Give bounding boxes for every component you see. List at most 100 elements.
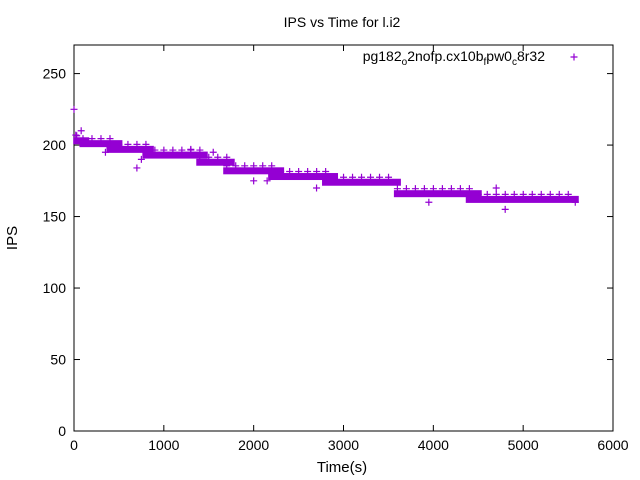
data-point	[223, 162, 231, 170]
y-tick-label: 50	[50, 352, 66, 368]
data-point	[196, 146, 204, 154]
data-point	[214, 153, 222, 161]
data-point	[250, 177, 258, 185]
y-tick-label: 100	[43, 280, 67, 296]
data-point	[510, 190, 518, 198]
data-point	[376, 173, 384, 181]
data-point	[340, 173, 348, 181]
x-tick-label: 6000	[597, 437, 628, 453]
data-point	[268, 168, 276, 176]
data-point	[492, 190, 500, 198]
data-point	[447, 185, 455, 193]
data-point	[438, 185, 446, 193]
y-axis-label: IPS	[4, 226, 21, 250]
point-cluster	[393, 190, 482, 198]
y-tick-label: 0	[58, 423, 66, 439]
data-point	[322, 173, 330, 181]
data-point	[564, 190, 572, 198]
data-point	[169, 146, 177, 154]
data-point	[88, 135, 96, 143]
y-tick-label: 150	[43, 209, 67, 225]
data-point	[425, 198, 433, 206]
chart-title: IPS vs Time for l.i2	[284, 14, 401, 30]
data-point	[196, 153, 204, 161]
legend-text-part: 2nofp.cx10b	[407, 48, 483, 64]
data-point	[115, 140, 123, 148]
series-points	[70, 105, 579, 213]
point-cluster	[223, 167, 285, 175]
plot-frame	[73, 44, 614, 432]
y-tick-label: 200	[43, 137, 67, 153]
data-point	[232, 162, 240, 170]
data-point	[160, 146, 168, 154]
x-axis-label: Time(s)	[317, 459, 367, 476]
legend: pg182o2nofp.cx10bfpw0c8r32	[363, 48, 578, 68]
data-point	[295, 168, 303, 176]
data-point	[97, 135, 105, 143]
data-point	[367, 173, 375, 181]
data-point	[133, 164, 141, 172]
data-point	[250, 162, 258, 170]
data-point	[101, 148, 109, 156]
data-point	[501, 190, 509, 198]
point-cluster	[106, 145, 154, 153]
data-point	[178, 146, 186, 154]
data-point	[519, 190, 527, 198]
point-cluster	[79, 140, 123, 148]
data-point	[331, 173, 339, 181]
data-point	[137, 155, 145, 163]
legend-subscript: o	[402, 57, 408, 68]
data-point	[70, 105, 78, 113]
legend-label: pg182o2nofp.cx10bfpw0c8r32	[363, 48, 546, 68]
data-point	[456, 185, 464, 193]
y-tick-label: 250	[43, 66, 67, 82]
data-point	[77, 127, 85, 135]
data-point	[483, 190, 491, 198]
point-cluster	[268, 173, 339, 181]
x-tick-label: 0	[70, 437, 78, 453]
data-point	[420, 185, 428, 193]
data-point	[537, 190, 545, 198]
data-point	[133, 140, 141, 148]
data-point	[465, 190, 473, 198]
data-point	[528, 190, 536, 198]
data-point	[209, 148, 217, 156]
legend-text-part: pw0	[486, 48, 512, 64]
point-cluster	[196, 158, 235, 166]
data-point	[73, 132, 81, 140]
data-point	[277, 168, 285, 176]
data-point	[187, 145, 195, 153]
data-point	[492, 184, 500, 192]
x-tick-label: 1000	[148, 437, 179, 453]
data-point	[358, 173, 366, 181]
point-cluster	[322, 178, 401, 186]
data-point	[349, 173, 357, 181]
data-point	[79, 135, 87, 143]
data-point	[555, 190, 563, 198]
legend-marker-plus	[570, 53, 578, 61]
data-point	[151, 146, 159, 154]
legend-marker	[570, 53, 578, 61]
point-cluster	[142, 151, 208, 159]
legend-text-part: 8r32	[517, 48, 545, 64]
legend-text-part: pg182	[363, 48, 402, 64]
data-point	[571, 198, 579, 206]
data-point	[241, 162, 249, 170]
data-point	[223, 153, 231, 161]
legend-subscript: f	[484, 57, 487, 68]
data-point	[286, 168, 294, 176]
data-point	[313, 168, 321, 176]
data-point	[411, 185, 419, 193]
data-point	[205, 153, 213, 161]
x-tick-label: 4000	[418, 437, 449, 453]
data-point	[106, 140, 114, 148]
data-point	[313, 184, 321, 192]
data-point	[385, 173, 393, 181]
data-point	[142, 146, 150, 154]
x-tick-label: 2000	[238, 437, 269, 453]
legend-subscript: c	[512, 57, 517, 68]
data-point	[393, 185, 401, 193]
x-tick-label: 5000	[508, 437, 539, 453]
x-tick-label: 3000	[328, 437, 359, 453]
data-point	[546, 190, 554, 198]
